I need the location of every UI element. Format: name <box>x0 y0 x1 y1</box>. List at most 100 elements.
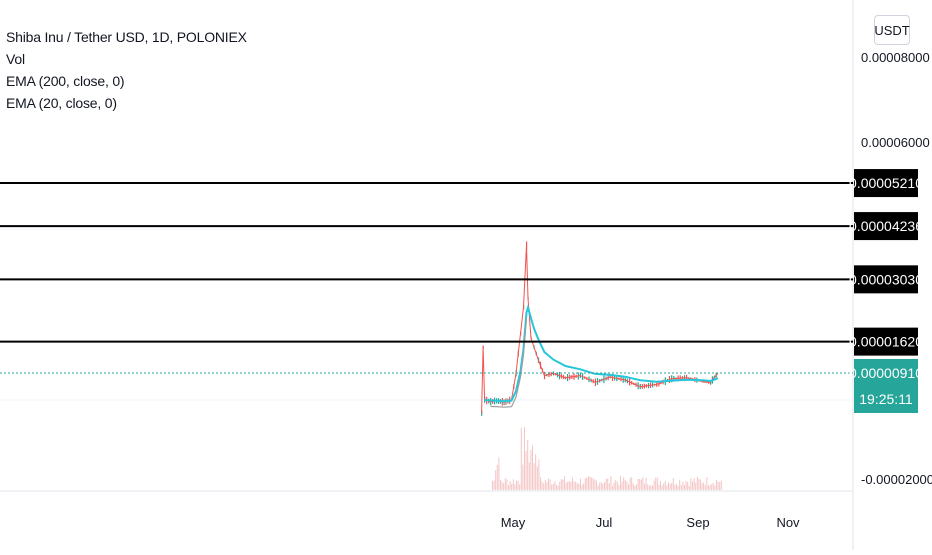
volume-bar <box>706 477 708 490</box>
level-label: 0.00004236 <box>849 218 923 234</box>
volume-bar <box>688 485 690 490</box>
volume-bar <box>506 479 508 490</box>
volume-bar <box>679 479 681 490</box>
volume-bar <box>538 459 540 490</box>
volume-bar <box>600 482 602 490</box>
volume-bar <box>528 462 530 490</box>
volume-bar <box>500 480 501 490</box>
time-tick-label: Nov <box>776 515 800 530</box>
volume-bar <box>719 482 721 490</box>
volume-bar <box>556 485 557 490</box>
volume-bar <box>562 479 564 490</box>
volume-bar <box>492 481 493 490</box>
time-tick-label: Jul <box>596 515 613 530</box>
volume-bar <box>544 480 546 490</box>
volume-bar <box>676 484 677 490</box>
volume-bar <box>624 480 626 490</box>
price-tick-label: -0.00002000 <box>861 472 932 487</box>
volume-bar <box>623 477 625 490</box>
volume-bar <box>551 484 553 490</box>
volume-bar <box>692 481 693 490</box>
volume-bar <box>642 477 644 490</box>
currency-button[interactable]: USDT <box>874 15 910 45</box>
level-label: 0.00005210 <box>849 175 923 191</box>
volume-bar <box>616 481 618 490</box>
volume-bar <box>674 484 676 490</box>
volume-bar <box>530 449 532 490</box>
volume-bar <box>584 478 586 490</box>
volume-bar <box>682 482 684 490</box>
volume-bar <box>565 482 567 490</box>
volume-bar <box>512 479 514 490</box>
volume-bar <box>672 478 674 490</box>
volume-bar <box>578 483 580 490</box>
volume-bar <box>573 481 575 490</box>
price-tick-label: 0.00006000 <box>861 135 930 150</box>
volume-bar <box>645 477 647 490</box>
volume-bar <box>685 481 687 490</box>
volume-bar <box>661 485 663 490</box>
volume-bar <box>644 483 645 490</box>
volume-bar <box>612 485 613 490</box>
volume-bar <box>615 480 617 490</box>
volume-bar <box>607 478 609 490</box>
volume-bar <box>496 464 498 490</box>
volume-bar <box>554 481 556 490</box>
legend-symbol[interactable]: Shiba Inu / Tether USD, 1D, POLONIEX <box>6 29 247 45</box>
volume-bar <box>495 470 497 490</box>
volume-bar <box>602 483 604 490</box>
volume-bar <box>648 485 650 490</box>
volume-bar <box>543 483 545 490</box>
volume-bar <box>650 485 652 490</box>
volume-bar <box>594 479 596 490</box>
volume-bar <box>540 477 541 490</box>
volume-bar <box>524 427 525 490</box>
volume-bar <box>604 482 605 490</box>
volume-bar <box>511 483 513 490</box>
legend-ema20[interactable]: EMA (20, close, 0) <box>6 95 117 111</box>
volume-bar <box>693 478 695 490</box>
volume-bar <box>716 480 717 490</box>
volume-bar <box>690 478 692 490</box>
legend-volume[interactable]: Vol <box>6 51 25 67</box>
volume-bar <box>696 476 698 490</box>
volume-bar <box>701 483 703 490</box>
volume-bar <box>640 479 642 490</box>
ema20-line <box>484 304 719 403</box>
volume-bar <box>631 477 633 490</box>
volume-bar <box>652 485 653 490</box>
chart-legend: Shiba Inu / Tether USD, 1D, POLONIEX Vol… <box>6 26 247 114</box>
volume-bar <box>708 485 709 490</box>
volume-bar <box>684 484 685 490</box>
volume-bar <box>568 481 570 490</box>
volume-bar <box>720 480 722 490</box>
volume-bar <box>677 486 679 490</box>
countdown-label: 19:25:11 <box>859 391 913 407</box>
volume-bar <box>559 481 561 490</box>
volume-bar <box>508 485 509 490</box>
volume-bar <box>626 481 628 490</box>
volume-bar <box>709 485 711 490</box>
volume-bar <box>653 480 655 490</box>
last-price-tag <box>854 358 918 413</box>
volume-bar <box>687 481 689 490</box>
volume-bar <box>637 478 639 490</box>
volume-bar <box>629 478 631 490</box>
volume-bar <box>583 483 585 490</box>
volume-bar <box>613 482 615 490</box>
volume-bar <box>516 480 517 490</box>
volume-bar <box>597 485 599 490</box>
volume-bar <box>581 484 583 490</box>
level-label: 0.00001620 <box>849 334 923 350</box>
volume-bar <box>621 481 623 490</box>
volume-bar <box>572 477 573 490</box>
legend-ema200[interactable]: EMA (200, close, 0) <box>6 73 125 89</box>
volume-bar <box>548 478 549 490</box>
volume-bar <box>592 478 594 490</box>
level-label-bg <box>854 265 918 294</box>
level-label-bg <box>854 327 918 356</box>
volume-bar <box>634 485 636 490</box>
volume-bar <box>714 485 716 490</box>
